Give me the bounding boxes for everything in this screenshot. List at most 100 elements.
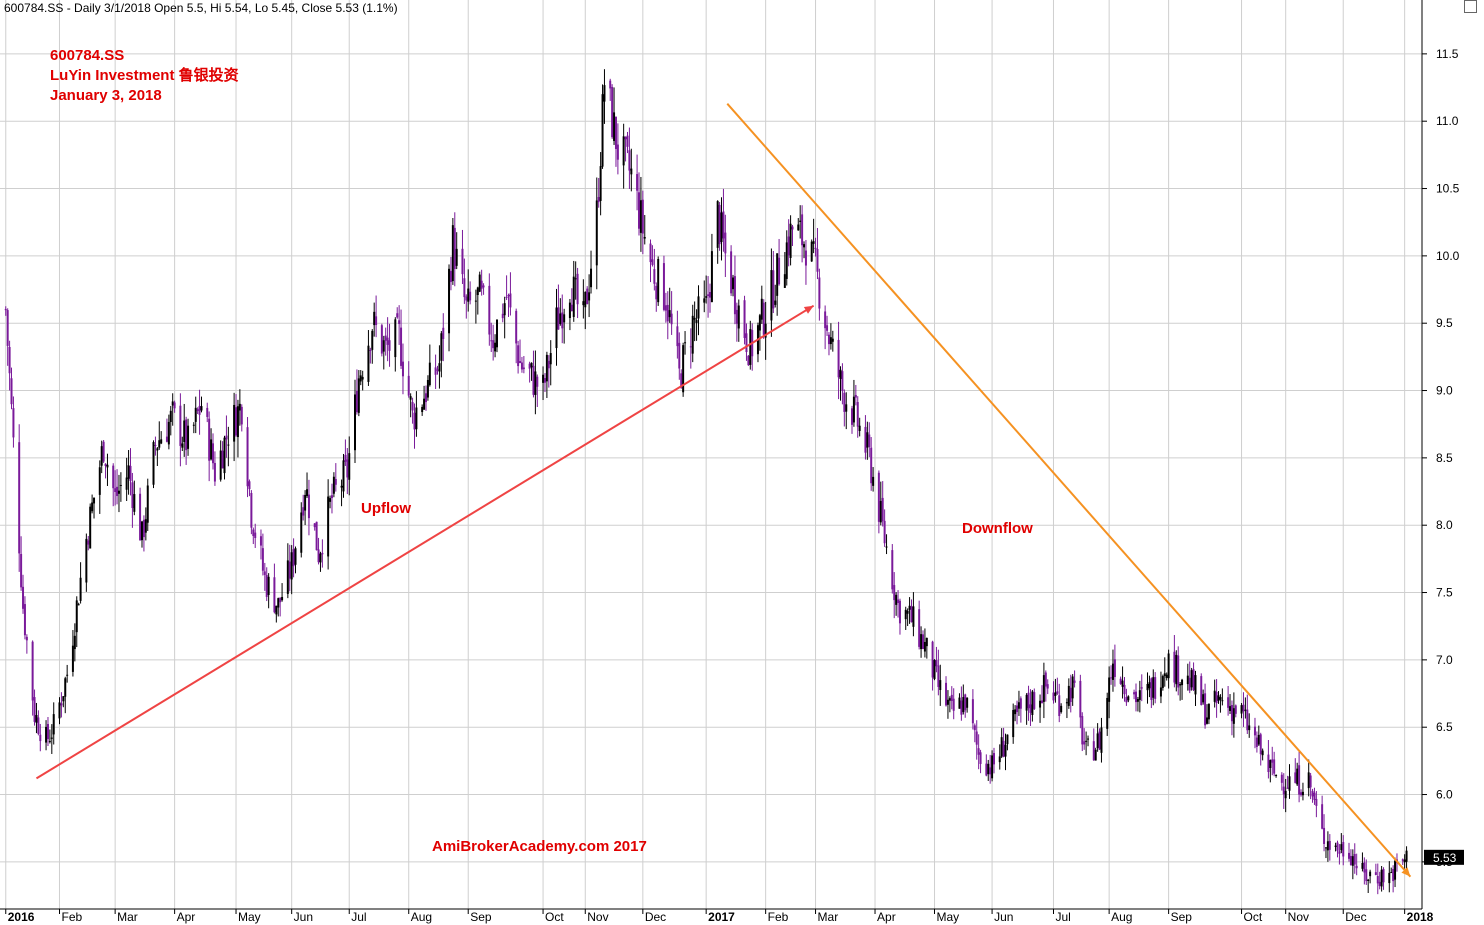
candle-body	[946, 699, 949, 705]
candle-body	[668, 310, 671, 318]
candle-body	[636, 174, 639, 191]
candle-body	[114, 488, 117, 493]
company-label: LuYin Investment 鲁银投资	[50, 67, 239, 84]
candle-body	[407, 375, 410, 396]
candle-body	[680, 373, 683, 388]
candle-body	[71, 645, 74, 672]
candle-body	[1060, 705, 1063, 713]
candle-body	[463, 278, 466, 298]
candle-body	[826, 325, 829, 331]
candle-body	[382, 340, 385, 352]
candle-body	[359, 375, 362, 382]
candle-body	[1136, 698, 1139, 702]
candle-body	[1326, 841, 1329, 851]
candle-body	[85, 538, 88, 583]
candle-body	[1031, 691, 1034, 715]
candle-body	[851, 408, 853, 425]
candle-body	[213, 462, 216, 482]
x-tick-label: Feb	[768, 910, 789, 924]
candle-body	[503, 303, 506, 316]
candle-body	[91, 502, 94, 512]
candle-body	[977, 748, 980, 755]
upflow-label: Upflow	[361, 500, 411, 517]
candle-body	[520, 362, 523, 370]
x-tick-label: Jun	[294, 910, 313, 924]
candle-body	[426, 379, 429, 398]
candle-body	[1340, 844, 1343, 851]
candle-body	[998, 756, 1001, 763]
candle-body	[60, 703, 63, 706]
candle-body	[413, 412, 416, 430]
candle-body	[816, 248, 819, 272]
candle-body	[657, 259, 660, 303]
candle-body	[682, 345, 685, 393]
candle-body	[415, 407, 418, 430]
candle-body	[246, 427, 249, 487]
candle-body	[89, 506, 92, 549]
candle-body	[442, 327, 445, 339]
candle-body	[1186, 675, 1189, 685]
candle-body	[1004, 744, 1007, 757]
candle-body	[1267, 754, 1270, 773]
candle-body	[1351, 856, 1354, 866]
candle-body	[1154, 677, 1157, 699]
candle-body	[616, 144, 619, 160]
candle-body	[1159, 687, 1162, 697]
candle-body	[991, 755, 994, 779]
candle-body	[827, 334, 830, 345]
candle-body	[1046, 684, 1049, 689]
candle-body	[434, 367, 437, 375]
date-label: January 3, 2018	[50, 87, 162, 104]
candle-body	[181, 443, 184, 448]
chart-options-button[interactable]	[1464, 0, 1477, 13]
candle-body	[1029, 704, 1032, 713]
y-tick-label: 10.5	[1436, 182, 1460, 196]
candle-body	[993, 753, 995, 765]
x-tick-label: Oct	[545, 910, 564, 924]
candle-body	[918, 609, 921, 647]
candle-body	[146, 485, 149, 523]
candle-body	[474, 300, 477, 302]
candle-body	[18, 442, 21, 554]
y-tick-label: 9.5	[1436, 316, 1453, 330]
candle-body	[238, 403, 241, 411]
candle-body	[576, 273, 579, 305]
candle-body	[962, 697, 965, 713]
candle-body	[440, 333, 443, 361]
candle-body	[265, 574, 268, 597]
candle-body	[4, 308, 7, 311]
y-tick-label: 7.5	[1436, 586, 1453, 600]
candle-body	[93, 497, 96, 504]
candle-body	[628, 150, 631, 171]
candle-body	[1232, 708, 1235, 724]
candle-body	[87, 540, 90, 545]
candle-body	[1273, 759, 1276, 774]
candle-body	[1361, 862, 1364, 869]
candle-body	[797, 224, 800, 231]
candle-body	[307, 494, 310, 519]
candle-body	[613, 112, 616, 141]
candle-body	[330, 495, 333, 499]
candle-body	[344, 454, 347, 462]
candle-body	[858, 425, 861, 431]
x-tick-label: Aug	[1111, 910, 1132, 924]
candle-body	[1040, 700, 1043, 704]
candle-body	[1401, 859, 1404, 861]
candle-body	[1012, 709, 1015, 738]
candle-body	[966, 697, 969, 708]
candle-body	[1230, 705, 1233, 722]
candle-body	[559, 313, 562, 324]
candle-body	[1073, 680, 1076, 683]
candle-body	[1044, 672, 1047, 687]
candle-body	[747, 355, 750, 366]
candle-body	[73, 635, 76, 650]
candle-body	[831, 338, 834, 342]
candle-body	[423, 398, 426, 410]
candle-body	[1163, 673, 1166, 677]
candle-body	[480, 280, 483, 289]
candle-body	[275, 605, 278, 615]
y-tick-label: 11.0	[1436, 114, 1459, 128]
candle-body	[1313, 792, 1316, 801]
candle-body	[939, 680, 942, 691]
candle-body	[158, 440, 161, 448]
